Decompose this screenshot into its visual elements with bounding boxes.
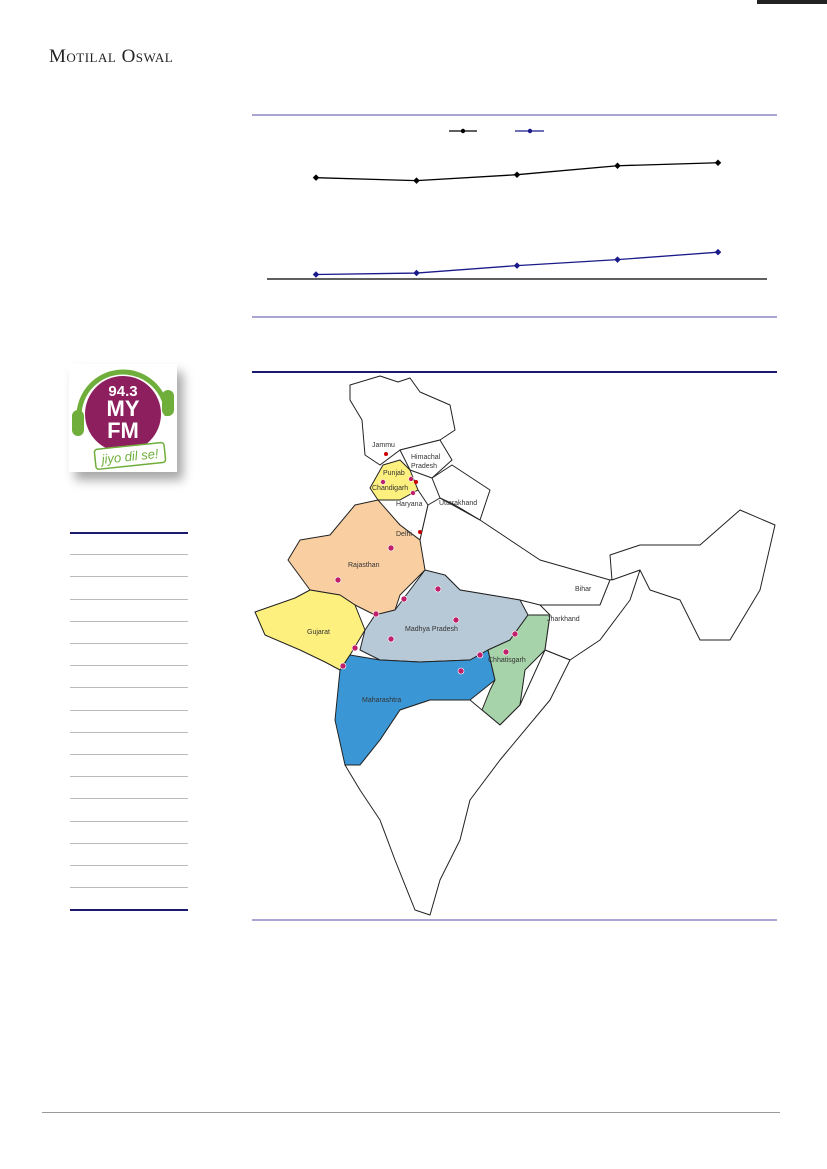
brand-name: Motilal Oswal <box>49 46 174 67</box>
city-dot <box>384 452 388 456</box>
sidebar-rule <box>70 665 188 667</box>
sidebar-rule <box>70 709 188 711</box>
svg-text:jiyo dil se!: jiyo dil se! <box>99 446 160 467</box>
svg-text:Maharashtra: Maharashtra <box>362 697 401 704</box>
station-marker <box>387 635 395 643</box>
sidebar-rule <box>70 598 188 600</box>
svg-text:Himachal: Himachal <box>411 454 441 461</box>
india-map: Jammu Himachal Pradesh Punjab Chandigarh… <box>254 375 776 916</box>
sidebar-rule <box>70 620 188 622</box>
station-marker <box>400 595 408 603</box>
station-marker <box>334 576 342 584</box>
city-dot <box>418 530 422 534</box>
station-marker <box>380 479 386 485</box>
svg-text:94.3: 94.3 <box>108 383 137 400</box>
sidebar-rule <box>70 643 188 644</box>
top-bar <box>757 0 827 4</box>
city-dot <box>414 480 418 484</box>
sidebar-rule <box>70 687 188 689</box>
sidebar-rule <box>70 909 188 911</box>
station-marker <box>452 616 460 624</box>
station-marker <box>502 648 510 656</box>
station-marker <box>476 651 484 659</box>
station-marker <box>511 630 519 638</box>
station-marker <box>410 490 416 496</box>
chart-top-rule <box>252 114 777 116</box>
station-marker <box>434 585 442 593</box>
svg-text:Madhya Pradesh: Madhya Pradesh <box>405 626 458 633</box>
myfm-logo: 94.3 MY FM jiyo dil se! <box>69 364 177 472</box>
svg-text:Gujarat: Gujarat <box>307 629 330 636</box>
series-1-point-5 <box>714 159 722 167</box>
legend-series-1-marker <box>460 128 466 134</box>
series-2-point-3 <box>513 262 521 269</box>
series-1-point-3 <box>513 171 521 178</box>
line-chart <box>267 128 767 280</box>
series-1-point-4 <box>614 162 621 170</box>
sidebar-rule <box>70 842 188 844</box>
state-gujarat <box>254 589 366 671</box>
state-south <box>344 649 571 916</box>
svg-text:Pradesh: Pradesh <box>411 463 437 470</box>
legend-series-2-marker <box>527 128 533 134</box>
sidebar-rule <box>70 576 188 578</box>
station-marker <box>457 667 465 675</box>
station-marker <box>408 476 414 482</box>
state-chhattisgarh <box>481 614 551 726</box>
svg-text:Chhatisgarh: Chhatisgarh <box>488 657 526 664</box>
sidebar-rule <box>70 554 188 556</box>
map-top-rule <box>252 371 777 373</box>
footer-rule <box>42 1112 780 1113</box>
state-northeast <box>609 509 776 641</box>
series-2-point-1 <box>312 271 320 278</box>
svg-text:Chandigarh: Chandigarh <box>372 485 408 492</box>
sidebar-rule <box>70 776 188 778</box>
station-marker <box>372 610 380 618</box>
series-1-point-1 <box>312 174 320 181</box>
svg-text:FM: FM <box>107 418 139 443</box>
svg-text:Haryana: Haryana <box>396 501 423 508</box>
series-2-point-2 <box>413 269 420 277</box>
svg-text:Rajasthan: Rajasthan <box>348 562 380 569</box>
svg-text:Uttarakhand: Uttarakhand <box>439 500 477 507</box>
svg-text:Jammu: Jammu <box>372 442 395 449</box>
station-marker <box>351 644 359 652</box>
sidebar-rule <box>70 532 188 534</box>
sidebar-rule <box>70 731 188 733</box>
svg-text:MY: MY <box>107 396 140 421</box>
svg-text:Bihar: Bihar <box>575 586 592 593</box>
station-marker <box>339 662 347 670</box>
series-1-point-2 <box>413 177 420 184</box>
svg-text:Jharkhand: Jharkhand <box>547 616 580 623</box>
sidebar-rule <box>70 887 188 889</box>
sidebar-rule <box>70 798 188 800</box>
sidebar-rule <box>70 754 188 755</box>
sidebar-rule <box>70 865 188 866</box>
station-marker <box>387 544 395 552</box>
state-jharkhand-east <box>539 569 641 661</box>
svg-text:Punjab: Punjab <box>383 470 405 477</box>
series-2-point-5 <box>714 248 722 256</box>
sidebar-rule <box>70 820 188 822</box>
series-2-point-4 <box>614 256 621 263</box>
chart-bottom-rule <box>252 316 777 318</box>
map-bottom-rule <box>252 919 777 921</box>
svg-text:Delhi: Delhi <box>396 531 412 538</box>
chart-legend <box>449 128 544 134</box>
